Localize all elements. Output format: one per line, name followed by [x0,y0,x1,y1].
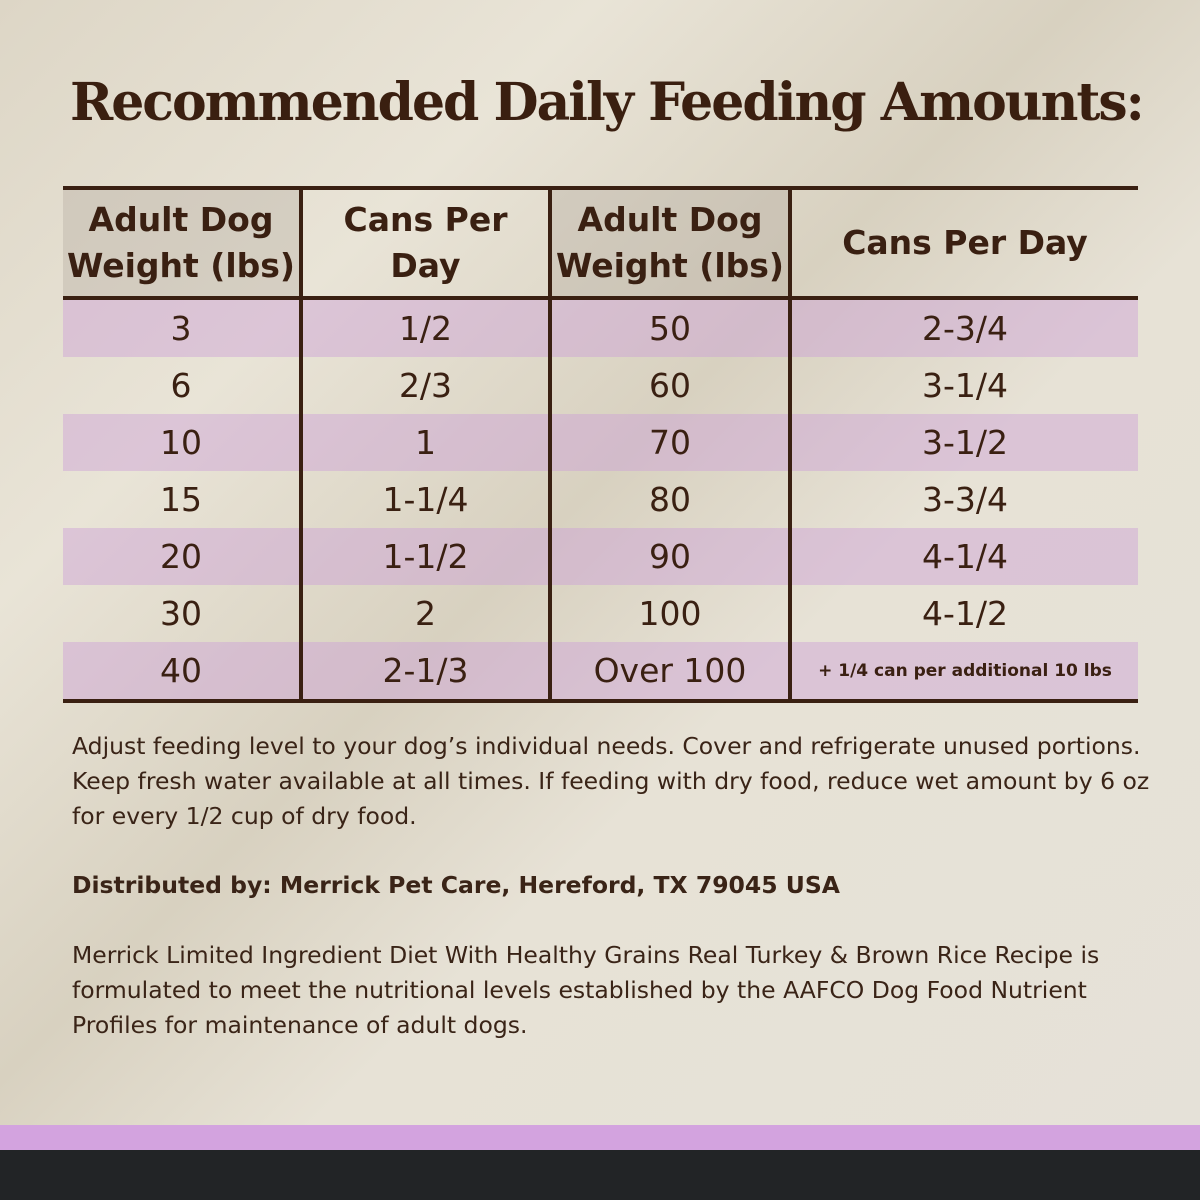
table-cell: 80 [548,471,790,528]
table-cell: 60 [548,357,790,414]
table-row: 30 2 100 4-1/2 [63,585,1138,642]
table-cell: 90 [548,528,790,585]
table-cell: 40 [63,642,301,701]
table-cell: 4-1/4 [788,528,1138,585]
header-cans-2: Cans Per Day [788,188,1138,298]
table-cell: 1/2 [299,298,550,357]
table-cell: 20 [63,528,301,585]
table-cell: 3 [63,298,301,357]
table-cell: 100 [548,585,790,642]
table-cell: 6 [170,366,192,405]
table-cell: 50 [548,298,790,357]
table-cell: 1-1/2 [299,528,550,585]
distributor-text: Distributed by: Merrick Pet Care, Herefo… [72,871,840,899]
instructions-text: Adjust feeding level to your dog’s indiv… [72,732,1150,830]
table-cell: 1-1/4 [299,471,550,528]
table-cell: 2-3/4 [788,298,1138,357]
table-cell: 30 [160,594,202,633]
table-cell: 3-1/2 [788,414,1138,471]
table-cell: 1 [299,414,550,471]
footer-bar [0,1150,1200,1200]
table-cell: 70 [548,414,790,471]
feeding-table: Adult Dog Weight (lbs) Cans Per Day Adul… [63,186,1138,703]
table-row: 3 1/2 50 2-3/4 [63,298,1138,357]
table-cell: 2-1/3 [299,642,550,701]
table-cell: + 1/4 can per additional 10 lbs [788,642,1138,701]
table-cell: 4-1/2 [788,585,1138,642]
table-cell: 3-3/4 [788,471,1138,528]
table-row: 20 1-1/2 90 4-1/4 [63,528,1138,585]
table-cell: 2 [299,585,550,642]
table-header-row: Adult Dog Weight (lbs) Cans Per Day Adul… [63,188,1138,298]
page-title: Recommended Daily Feeding Amounts: [70,72,1145,133]
table-row: 15 1-1/4 80 3-3/4 [63,471,1138,528]
table-row: 40 2-1/3 Over 100 + 1/4 can per additional … [63,642,1138,701]
header-weight-2: Adult Dog Weight (lbs) [548,188,790,298]
aafco-statement: Merrick Limited Ingredient Diet With Hea… [72,941,1100,1039]
table-cell: 15 [160,480,202,519]
table-cell: 3-1/4 [788,357,1138,414]
table-cell: 10 [63,414,301,471]
table-row: 10 1 70 3-1/2 [63,414,1138,471]
header-weight-1: Adult Dog Weight (lbs) [63,188,301,298]
table-row: 6 2/3 60 3-1/4 [63,357,1138,414]
table-cell: 2/3 [299,357,550,414]
accent-bar [0,1125,1200,1150]
table-cell: Over 100 [548,642,790,701]
header-cans-1: Cans Per Day [299,188,550,298]
